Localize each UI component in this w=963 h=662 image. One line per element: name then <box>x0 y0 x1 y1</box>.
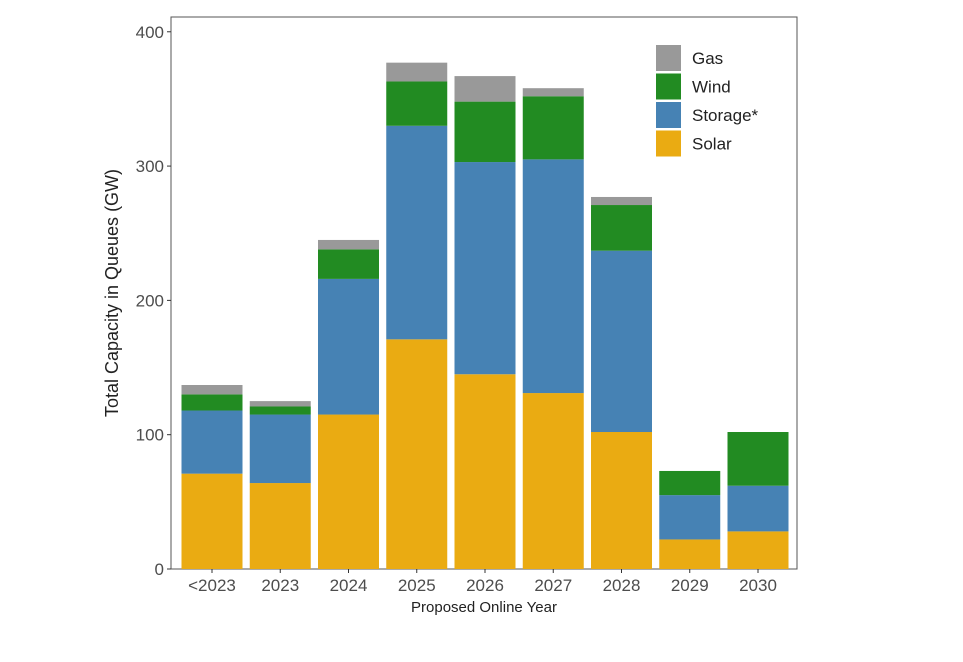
bar-solar-2026 <box>454 374 516 569</box>
bar-solar-2025 <box>386 339 448 569</box>
bar-gas-2025 <box>386 62 448 82</box>
bar-gas-lt2023 <box>181 385 243 395</box>
bar-wind-2030 <box>727 432 789 486</box>
bar-gas-2026 <box>454 76 516 102</box>
x-tick-label: <2023 <box>188 576 236 595</box>
bar-wind-2027 <box>522 96 584 160</box>
y-axis-label: Total Capacity in Queues (GW) <box>102 169 122 417</box>
bar-storage-2028 <box>591 250 652 433</box>
legend-swatch-storage <box>656 102 681 128</box>
y-tick-label: 0 <box>155 560 164 579</box>
x-tick-label: 2025 <box>398 576 436 595</box>
bar-solar-2029 <box>659 539 721 569</box>
bar-solar-2027 <box>522 393 584 569</box>
legend-swatch-gas <box>656 45 681 71</box>
bar-storage-2027 <box>522 159 584 394</box>
y-tick-label: 100 <box>136 426 164 445</box>
bar-wind-2029 <box>659 470 721 496</box>
bar-storage-2023 <box>249 414 311 484</box>
y-tick-label: 300 <box>136 157 164 176</box>
x-tick-label: 2029 <box>671 576 709 595</box>
bar-storage-lt2023 <box>181 410 243 474</box>
legend-swatch-wind <box>656 73 681 100</box>
bar-solar-2024 <box>318 414 379 569</box>
legend-label-gas: Gas <box>692 49 723 68</box>
legend-label-solar: Solar <box>692 135 732 154</box>
x-tick-label: 2026 <box>466 576 504 595</box>
x-axis-label: Proposed Online Year <box>411 599 557 616</box>
bar-solar-2028 <box>591 432 652 569</box>
bar-gas-2028 <box>591 196 652 206</box>
bar-wind-lt2023 <box>181 394 243 411</box>
bar-wind-2028 <box>591 205 652 251</box>
y-tick-label: 400 <box>136 23 164 42</box>
bar-gas-2024 <box>318 239 379 250</box>
bar-wind-2026 <box>454 101 516 163</box>
legend-swatch-solar <box>656 130 681 157</box>
y-tick-label: 200 <box>136 291 164 310</box>
legend: Gas Wind Storage* Solar <box>656 45 759 157</box>
bar-solar-2023 <box>249 483 311 569</box>
legend-label-storage: Storage* <box>692 106 759 125</box>
bar-wind-2023 <box>249 406 311 415</box>
bar-storage-2024 <box>318 278 379 415</box>
bar-storage-2030 <box>727 485 789 532</box>
bar-gas-2027 <box>522 88 584 97</box>
x-tick-label: 2024 <box>330 576 368 595</box>
legend-label-wind: Wind <box>692 78 731 97</box>
bar-solar-lt2023 <box>181 473 243 569</box>
bar-gas-2023 <box>249 401 311 407</box>
bar-storage-2025 <box>386 125 448 340</box>
bar-storage-2029 <box>659 495 721 540</box>
bar-solar-2030 <box>727 531 789 569</box>
x-tick-label: 2030 <box>739 576 777 595</box>
bar-wind-2024 <box>318 249 379 279</box>
bar-storage-2026 <box>454 162 516 375</box>
x-tick-label: 2023 <box>261 576 299 595</box>
x-tick-label: 2027 <box>534 576 572 595</box>
x-tick-label: 2028 <box>603 576 641 595</box>
bar-wind-2025 <box>386 81 448 126</box>
